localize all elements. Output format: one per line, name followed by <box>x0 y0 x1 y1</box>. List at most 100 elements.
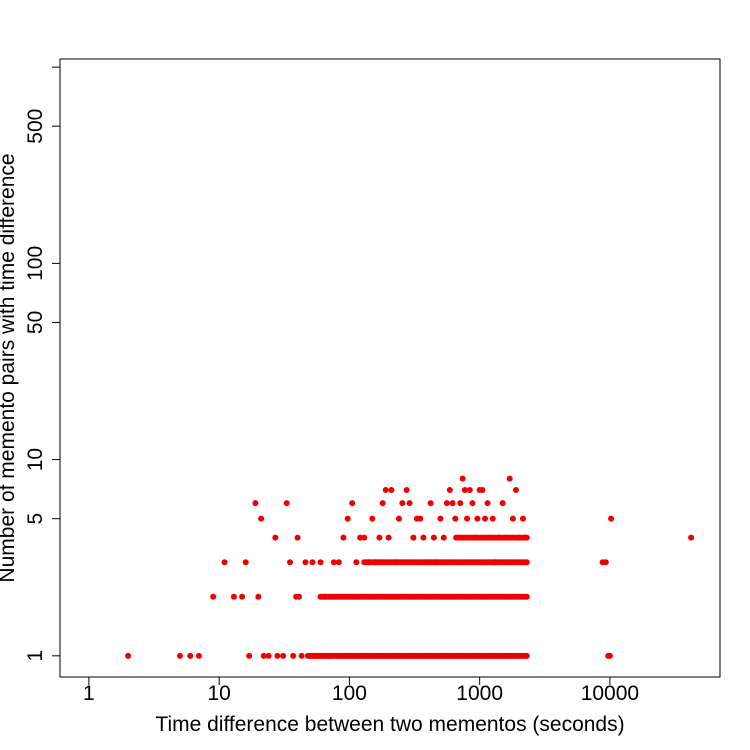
data-point <box>430 534 437 541</box>
data-point <box>258 515 265 522</box>
data-point <box>255 593 262 600</box>
data-point <box>176 652 183 659</box>
x-tick-label: 1000 <box>456 682 503 705</box>
data-point <box>406 500 413 507</box>
data-point <box>466 486 473 493</box>
data-point <box>344 515 351 522</box>
data-point <box>294 534 301 541</box>
data-point <box>499 500 506 507</box>
data-point <box>304 652 311 659</box>
data-point <box>317 559 324 566</box>
y-axis-label: Number of memento pairs with time differ… <box>0 153 19 582</box>
data-point <box>446 486 453 493</box>
data-point <box>464 515 471 522</box>
data-point <box>392 559 399 566</box>
data-point <box>474 515 481 522</box>
data-point <box>195 652 202 659</box>
y-tick-label: 100 <box>24 246 47 281</box>
data-point <box>260 652 267 659</box>
data-point <box>210 593 217 600</box>
data-point <box>437 515 444 522</box>
data-point <box>688 534 695 541</box>
data-point <box>290 652 297 659</box>
data-point <box>230 593 237 600</box>
data-point <box>606 652 613 659</box>
data-point <box>388 486 395 493</box>
data-point <box>302 559 309 566</box>
data-point <box>298 652 305 659</box>
y-axis: 1 5 10 50 100 500 <box>24 66 61 662</box>
data-point <box>608 515 615 522</box>
data-point <box>482 515 489 522</box>
data-point <box>125 652 132 659</box>
data-point <box>376 534 383 541</box>
data-point <box>239 593 246 600</box>
data-point <box>322 593 329 600</box>
data-point <box>326 652 333 659</box>
data-points <box>125 475 695 659</box>
data-point <box>423 559 430 566</box>
data-point <box>187 652 194 659</box>
data-point <box>353 559 360 566</box>
x-axis: 1 10 100 1000 10000 <box>83 676 639 705</box>
x-tick-label: 10 <box>207 682 230 705</box>
data-point <box>417 515 424 522</box>
y-tick-label: 5 <box>24 513 47 525</box>
data-point <box>506 475 513 482</box>
data-point <box>443 500 450 507</box>
y-tick-label: 50 <box>24 311 47 334</box>
data-point <box>471 534 478 541</box>
data-point <box>489 515 496 522</box>
data-point <box>330 559 337 566</box>
data-point <box>440 534 447 541</box>
data-point <box>523 559 530 566</box>
data-point <box>486 534 493 541</box>
data-point <box>523 593 530 600</box>
data-point <box>382 486 389 493</box>
y-tick-label: 500 <box>24 109 47 144</box>
data-point <box>522 534 529 541</box>
data-point <box>265 652 272 659</box>
data-point <box>242 559 249 566</box>
data-point <box>295 593 302 600</box>
data-point <box>403 486 410 493</box>
data-point <box>395 515 402 522</box>
data-point <box>420 534 427 541</box>
data-point <box>287 559 294 566</box>
data-point <box>283 500 290 507</box>
plot-frame <box>59 58 721 678</box>
data-point <box>280 652 287 659</box>
data-point <box>492 559 499 566</box>
x-tick-label: 100 <box>332 682 367 705</box>
data-point <box>221 559 228 566</box>
data-point <box>369 515 376 522</box>
data-point <box>512 486 519 493</box>
data-point <box>457 500 464 507</box>
data-point <box>274 652 281 659</box>
data-point <box>399 500 406 507</box>
data-point <box>479 486 486 493</box>
x-tick-label: 10000 <box>581 682 639 705</box>
x-tick-label: 1 <box>83 682 95 705</box>
data-point <box>340 534 347 541</box>
data-point <box>515 534 522 541</box>
data-point <box>454 534 461 541</box>
x-axis-label: Time difference between two mementos (se… <box>155 713 624 736</box>
data-point <box>469 500 476 507</box>
data-point <box>272 534 279 541</box>
data-point <box>365 559 372 566</box>
data-point <box>452 515 459 522</box>
data-point <box>509 515 516 522</box>
data-point <box>379 500 386 507</box>
data-point <box>449 500 456 507</box>
data-point <box>246 652 253 659</box>
data-point <box>484 500 491 507</box>
data-point <box>495 534 502 541</box>
data-point <box>523 652 530 659</box>
data-point <box>427 500 434 507</box>
data-point <box>372 559 379 566</box>
data-point <box>410 534 417 541</box>
data-point <box>313 652 320 659</box>
data-point <box>252 500 259 507</box>
